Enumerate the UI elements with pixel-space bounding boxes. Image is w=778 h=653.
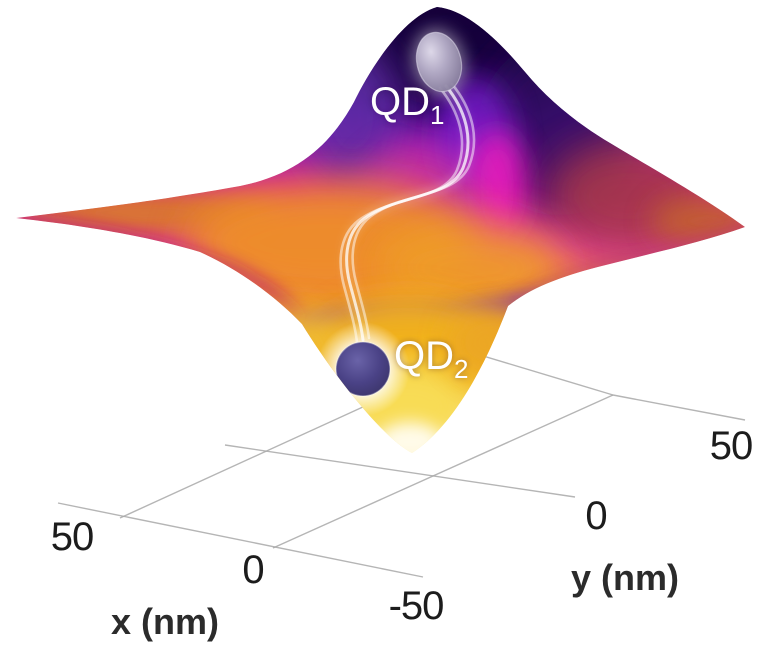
surface bbox=[16, 7, 745, 453]
x-tick-neg50: -50 bbox=[388, 584, 445, 628]
grid-line-y0 bbox=[224, 444, 576, 498]
annotation-qd2-subscript: 2 bbox=[454, 354, 469, 384]
annotation-qd1-subscript: 1 bbox=[430, 100, 445, 130]
annotation-qd1-text: QD bbox=[370, 80, 430, 124]
y-tick-50: 50 bbox=[709, 424, 753, 468]
grid-line-x0 bbox=[272, 394, 614, 549]
grid-line-x50 bbox=[119, 389, 401, 519]
floor-grid bbox=[57, 339, 746, 578]
x-tick-0: 0 bbox=[242, 548, 264, 592]
y-tick-0: 0 bbox=[585, 494, 607, 538]
annotation-qd2-text: QD bbox=[394, 334, 454, 378]
x-axis-label: x (nm) bbox=[111, 601, 219, 642]
grid-back-edge bbox=[612, 394, 746, 421]
qd2-sphere bbox=[316, 322, 410, 416]
qd1-sphere bbox=[412, 28, 466, 96]
x-tick-50: 50 bbox=[50, 515, 94, 559]
grid-x-axis-ruler bbox=[57, 502, 424, 578]
annotation-qd1: QD1 bbox=[370, 80, 444, 128]
tunneling-path bbox=[339, 80, 476, 346]
y-axis-label: y (nm) bbox=[571, 557, 679, 598]
annotation-qd2: QD2 bbox=[394, 334, 468, 382]
